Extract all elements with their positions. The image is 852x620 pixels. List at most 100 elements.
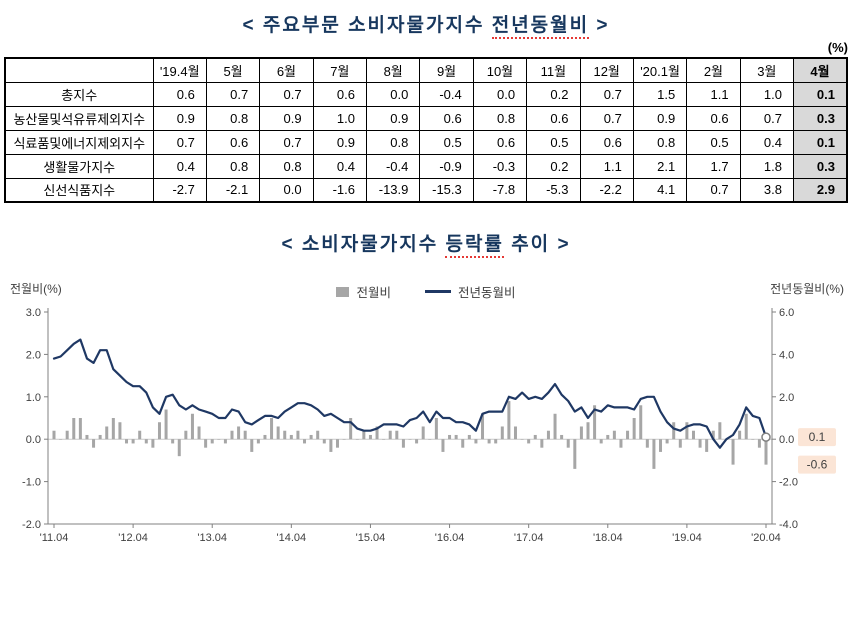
- left-tick-label: 2.0: [26, 349, 41, 361]
- title1-underlined-word: 전년동월비: [491, 15, 590, 39]
- x-tick-label: '17.04: [514, 532, 544, 544]
- bar-swatch-icon: [336, 286, 350, 297]
- x-tick-label: '20.04: [751, 532, 781, 544]
- table-cell: 0.6: [419, 105, 474, 131]
- column-header: 11월: [526, 57, 581, 83]
- table-cell: 0.8: [365, 129, 421, 155]
- table-cell: 0.8: [205, 153, 261, 179]
- table-row: 생활물가지수 0.4 0.8 0.8 0.4 -0.4 -0.9 -0.3 0.2 1.1 2.1 1…: [4, 153, 848, 179]
- mom-end-label: -0.6: [798, 455, 836, 474]
- right-tick-label: 6.0: [779, 307, 794, 319]
- table-cell: 0.8: [205, 105, 261, 131]
- right-tick-label: 4.0: [779, 349, 794, 361]
- title1-prefix: < 주요부문 소비자물가지수: [242, 15, 492, 36]
- title2-prefix: < 소비자물가지수: [281, 234, 446, 255]
- table-cell: 0.9: [152, 105, 207, 131]
- table-cell: 1.0: [739, 81, 795, 107]
- column-header: 10월: [472, 57, 528, 83]
- row-label: 신선식품지수: [4, 177, 154, 203]
- table-cell: 0.6: [526, 105, 581, 131]
- table-cell: 0.6: [152, 81, 207, 107]
- column-header: 8월: [365, 57, 421, 83]
- table-cell: 0.4: [312, 153, 368, 179]
- table-cell: 0.0: [365, 81, 421, 107]
- column-header: 12월: [579, 57, 634, 83]
- row-label: 총지수: [4, 81, 154, 107]
- right-axis-title: 전년동월비(%): [770, 282, 844, 296]
- x-tick-label: '19.04: [672, 532, 702, 544]
- table-cell: 1.1: [686, 81, 741, 107]
- table-cell: 0.2: [526, 81, 581, 107]
- table-row: 농산물및석유류제외지수 0.9 0.8 0.9 1.0 0.9 0.6 0.8 0.6 0.7 0.…: [4, 105, 848, 131]
- table-cell: 1.7: [686, 153, 741, 179]
- table-cell: -7.8: [472, 177, 528, 203]
- table-cell: -1.6: [312, 177, 368, 203]
- title2-suffix: 추이 >: [503, 234, 571, 255]
- right-tick-label: -2.0: [779, 477, 798, 489]
- table-cell: 0.3: [793, 153, 848, 179]
- table-cell: 0.7: [739, 105, 795, 131]
- table-cell: 0.1: [793, 81, 848, 107]
- table-cell: 0.6: [312, 81, 368, 107]
- table-cell: -2.1: [205, 177, 261, 203]
- row-label: 식료품및에너지제외지수: [4, 129, 154, 155]
- column-header: 4월: [793, 57, 848, 83]
- table-cell: 0.7: [259, 129, 314, 155]
- table-cell: 1.5: [632, 81, 688, 107]
- table-section-title: < 주요부문 소비자물가지수 전년동월비 >: [0, 0, 852, 39]
- table-cell: -2.7: [152, 177, 207, 203]
- table-cell: 2.9: [793, 177, 848, 203]
- column-header: '20.1월: [632, 57, 688, 83]
- unit-label: (%): [827, 40, 848, 55]
- table-cell: -5.3: [526, 177, 581, 203]
- table-cell: 0.7: [579, 105, 634, 131]
- table-cell: 1.8: [739, 153, 795, 179]
- row-label: 농산물및석유류제외지수: [4, 105, 154, 131]
- table-cell: -0.3: [472, 153, 528, 179]
- row-label: 생활물가지수: [4, 153, 154, 179]
- left-tick-label: -1.0: [22, 477, 41, 489]
- table-cell: 0.7: [205, 81, 261, 107]
- column-header: '19.4월: [152, 57, 207, 83]
- x-tick-label: '18.04: [593, 532, 623, 544]
- chart-legend: 전월비 전년동월비: [0, 282, 852, 301]
- table-cell: 0.8: [632, 129, 688, 155]
- cpi-table: '19.4월 5월 6월 7월 8월 9월 10월 11월 12월 '20.1월 2월 3월 4월 총지수…: [4, 57, 848, 203]
- table-row: 식료품및에너지제외지수 0.7 0.6 0.7 0.9 0.8 0.5 0.6 0.5 0.6 0.…: [4, 129, 848, 155]
- table-cell: -0.4: [365, 153, 421, 179]
- legend-label-yoy: 전년동월비: [458, 286, 516, 300]
- table-cell: 0.9: [312, 129, 368, 155]
- table-cell: 1.0: [312, 105, 368, 131]
- table-cell: 0.8: [259, 153, 314, 179]
- table-cell: 0.4: [739, 129, 795, 155]
- table-cell: -2.2: [579, 177, 634, 203]
- title1-suffix: >: [589, 15, 610, 36]
- left-tick-label: -2.0: [22, 519, 41, 531]
- table-row: 신선식품지수 -2.7 -2.1 0.0 -1.6 -13.9 -15.3 -7.8 -5.3-…: [4, 177, 848, 203]
- table-cell: 0.7: [259, 81, 314, 107]
- legend-item-yoy: 전년동월비: [425, 282, 516, 301]
- mom-bars: [52, 401, 768, 469]
- title2-underlined-word: 등락률: [445, 234, 504, 258]
- column-header: 6월: [259, 57, 314, 83]
- chart-section-title: < 소비자물가지수 등락률 추이 >: [0, 203, 852, 258]
- table-cell: 1.1: [579, 153, 634, 179]
- yoy-line: [52, 338, 768, 449]
- left-axis-title: 전월비(%): [10, 282, 62, 296]
- x-tick-label: '11.04: [40, 532, 69, 544]
- line-end-marker: [761, 432, 771, 442]
- table-cell: 0.0: [472, 81, 528, 107]
- table-cell: 0.5: [686, 129, 741, 155]
- table-cell: 0.9: [259, 105, 314, 131]
- yoy-end-label: 0.1: [798, 428, 836, 447]
- table-cell: 0.2: [526, 153, 581, 179]
- left-tick-label: 1.0: [26, 392, 41, 404]
- table-cell: 2.1: [632, 153, 688, 179]
- table-cell: 0.7: [152, 129, 207, 155]
- table-cell: 0.8: [472, 105, 528, 131]
- table-cell: 0.6: [472, 129, 528, 155]
- column-header: 9월: [419, 57, 474, 83]
- column-header: 7월: [312, 57, 368, 83]
- line-swatch-icon: [425, 290, 451, 293]
